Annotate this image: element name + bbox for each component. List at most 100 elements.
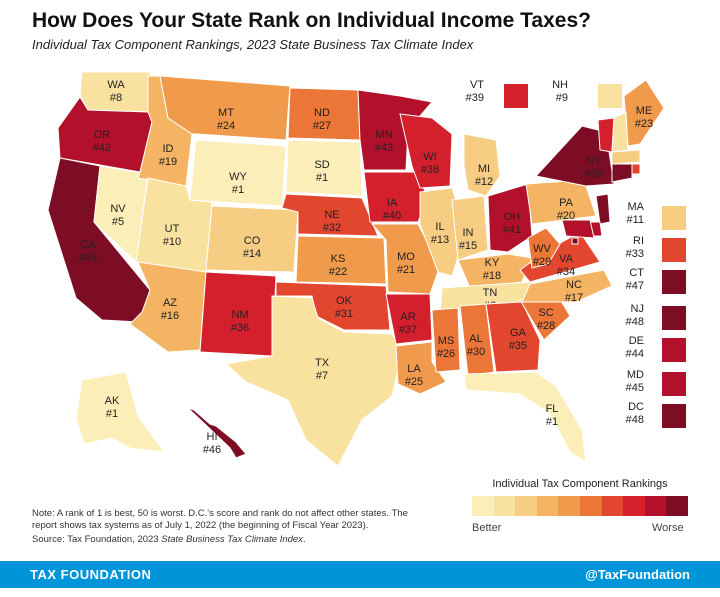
state-ct bbox=[611, 163, 633, 183]
state-label-vt: VT #39 bbox=[466, 79, 485, 104]
footer-bar: TAX FOUNDATION @TaxFoundation bbox=[0, 561, 720, 588]
legend-swatch bbox=[666, 496, 688, 516]
legend-high-label: Worse bbox=[652, 522, 684, 534]
state-label-nj: NJ #48 bbox=[626, 303, 644, 328]
state-label-or: OR #42 bbox=[93, 129, 111, 154]
state-nj bbox=[595, 193, 611, 225]
state-label-ny: NY #50 bbox=[585, 155, 603, 180]
state-label-il: IL #13 bbox=[431, 221, 449, 246]
callout-swatch-vt bbox=[504, 84, 528, 108]
state-sd bbox=[285, 139, 363, 197]
state-label-ga: GA #35 bbox=[509, 327, 527, 352]
state-label-nd: ND #27 bbox=[313, 107, 331, 132]
state-hi bbox=[187, 407, 247, 459]
legend-title: Individual Tax Component Rankings bbox=[492, 478, 668, 490]
state-label-wy: WY #1 bbox=[229, 171, 247, 196]
state-label-dc: DC #48 bbox=[626, 401, 644, 426]
state-mn bbox=[357, 89, 433, 171]
legend-swatch bbox=[644, 496, 667, 516]
state-label-wa: WA #8 bbox=[107, 79, 125, 104]
state-label-az: AZ #16 bbox=[161, 297, 179, 322]
page-subtitle: Individual Tax Component Rankings, 2023 … bbox=[32, 37, 474, 52]
state-la bbox=[395, 341, 447, 395]
state-label-ia: IA #40 bbox=[383, 197, 401, 222]
state-dc bbox=[571, 237, 579, 245]
legend-swatch bbox=[623, 496, 645, 516]
state-label-ar: AR #37 bbox=[399, 311, 417, 336]
callout-swatch-nh bbox=[598, 84, 622, 108]
state-label-ky: KY #18 bbox=[483, 257, 501, 282]
state-label-va: VA #34 bbox=[557, 253, 575, 278]
state-al bbox=[459, 303, 495, 377]
state-wi bbox=[399, 113, 453, 189]
callout-swatch-ri bbox=[662, 238, 686, 262]
state-label-sc: SC #28 bbox=[537, 307, 555, 332]
source-line: Source: Tax Foundation, 2023 State Busin… bbox=[32, 534, 306, 545]
state-label-ok: OK #31 bbox=[335, 295, 353, 320]
state-label-ms: MS #26 bbox=[437, 335, 455, 360]
state-wy bbox=[189, 139, 287, 207]
legend-swatch bbox=[536, 496, 559, 516]
legend-swatch bbox=[579, 496, 602, 516]
state-label-nv: NV #5 bbox=[110, 203, 126, 228]
state-wv bbox=[527, 227, 561, 269]
state-label-md: MD #45 bbox=[626, 369, 644, 394]
state-label-hi: HI #46 bbox=[203, 431, 221, 456]
state-label-mt: MT #24 bbox=[217, 107, 235, 132]
state-ga bbox=[485, 301, 541, 373]
color-legend bbox=[472, 496, 688, 516]
state-label-de: DE #44 bbox=[626, 335, 644, 360]
legend-swatch bbox=[472, 496, 494, 516]
state-ak bbox=[75, 371, 166, 453]
state-ri bbox=[631, 163, 641, 175]
state-label-wv: WV #29 bbox=[533, 243, 552, 268]
state-label-me: ME #23 bbox=[635, 105, 653, 130]
state-label-ne: NE #32 bbox=[323, 209, 341, 234]
state-label-mo: MO #21 bbox=[397, 251, 415, 276]
state-label-ma: MA #11 bbox=[626, 201, 644, 226]
state-label-ut: UT #10 bbox=[163, 223, 181, 248]
state-label-nc: NC #17 bbox=[565, 279, 583, 304]
state-mi bbox=[463, 133, 501, 197]
state-ks bbox=[295, 235, 387, 285]
state-co bbox=[205, 205, 299, 273]
state-in bbox=[451, 195, 489, 261]
state-label-id: ID #19 bbox=[159, 143, 177, 168]
footnote: Note: A rank of 1 is best, 50 is worst. … bbox=[32, 508, 408, 531]
legend-swatch bbox=[601, 496, 624, 516]
page-title: How Does Your State Rank on Individual I… bbox=[32, 9, 591, 32]
state-ne bbox=[281, 193, 379, 237]
state-label-nh: NH #9 bbox=[552, 79, 568, 104]
state-label-wi: WI #38 bbox=[421, 151, 439, 176]
footer-handle[interactable]: @TaxFoundation bbox=[585, 567, 690, 582]
state-label-ri: RI #33 bbox=[626, 235, 644, 260]
state-label-pa: PA #20 bbox=[557, 197, 575, 222]
state-oh bbox=[487, 183, 533, 253]
state-label-nm: NM #36 bbox=[231, 309, 249, 334]
state-label-tx: TX #7 bbox=[315, 357, 330, 382]
state-ms bbox=[431, 307, 461, 373]
state-label-ca: CA #49 bbox=[79, 239, 97, 264]
state-fl bbox=[463, 371, 587, 463]
legend-low-label: Better bbox=[472, 522, 502, 534]
callout-swatch-de bbox=[662, 338, 686, 362]
state-label-ak: AK #1 bbox=[105, 395, 120, 420]
state-md bbox=[561, 219, 595, 239]
callout-swatch-nj bbox=[662, 306, 686, 330]
legend-swatch bbox=[558, 496, 580, 516]
state-label-la: LA #25 bbox=[405, 363, 423, 388]
callout-swatch-md bbox=[662, 372, 686, 396]
state-label-in: IN #15 bbox=[459, 227, 477, 252]
state-label-al: AL #30 bbox=[467, 333, 485, 358]
footer-brand: TAX FOUNDATION bbox=[30, 567, 152, 582]
state-label-ct: CT #47 bbox=[626, 267, 645, 292]
state-label-sd: SD #1 bbox=[314, 159, 329, 184]
state-ny bbox=[535, 125, 615, 187]
state-label-co: CO #14 bbox=[243, 235, 261, 260]
legend-swatch bbox=[515, 496, 537, 516]
callout-swatch-ma bbox=[662, 206, 686, 230]
state-label-oh: OH #41 bbox=[503, 211, 521, 236]
state-ar bbox=[385, 293, 433, 345]
source-prefix: Source: Tax Foundation, 2023 bbox=[32, 534, 162, 545]
